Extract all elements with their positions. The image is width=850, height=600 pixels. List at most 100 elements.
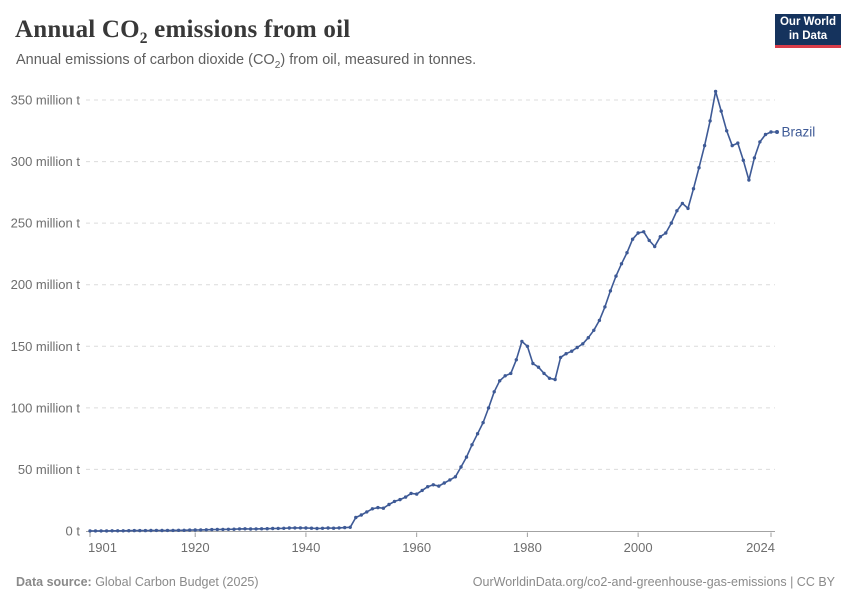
data-point [614,274,618,278]
data-point [199,528,203,532]
data-point [415,492,419,496]
data-point [702,143,707,148]
data-point [254,527,258,531]
data-point [171,528,175,533]
data-point [116,529,120,533]
data-point [603,305,607,309]
data-point [93,529,98,533]
data-point [592,328,596,332]
data-point [271,526,275,531]
data-point [741,158,745,162]
data-point [287,526,291,530]
data-point [725,129,729,133]
title-subscript: 2 [139,30,148,47]
data-point [403,495,408,499]
data-point [437,484,441,488]
data-point [348,525,352,529]
series-label-brazil: Brazil [782,125,816,140]
data-point [259,527,264,531]
data-point [193,528,197,532]
data-point [381,506,386,510]
brazil-line [90,90,772,532]
data-point [265,527,269,531]
owid-url-text[interactable]: OurWorldinData.org/co2-and-greenhouse-ga… [472,575,835,589]
y-tick-label: 0 t [66,524,81,539]
data-point [426,485,430,489]
data-point [331,526,336,530]
data-point [149,528,153,533]
data-point [188,528,192,532]
data-point [475,432,480,436]
data-point [503,374,507,378]
data-point [758,140,762,144]
data-point [730,143,734,148]
data-point [664,231,668,235]
data-point [354,515,358,520]
data-point [110,529,114,533]
data-point [736,141,740,145]
owid-logo[interactable]: Our World in Data [775,14,841,48]
data-point [564,352,568,356]
data-point [165,528,170,533]
data-point [514,358,518,362]
data-point [154,528,159,533]
data-point [276,526,280,531]
data-point [597,318,602,323]
data-point [470,443,474,447]
data-point [88,529,92,533]
data-point [315,526,319,531]
data-point [630,237,635,241]
data-point [204,528,208,532]
data-point [431,483,435,487]
data-point [282,526,286,530]
data-point [398,497,402,502]
data-point [686,206,690,211]
data-point [691,187,696,191]
data-point [547,376,552,380]
data-point [619,262,624,266]
data-point [763,132,768,137]
data-point [409,491,413,496]
data-point [326,526,330,530]
y-tick-label: 100 million t [11,400,81,415]
gridlines [86,99,775,532]
data-point [536,365,541,369]
data-point [121,529,125,533]
series-end-label[interactable]: Brazil [775,125,815,140]
data-point [747,178,751,182]
x-tick-label: 2000 [624,540,653,555]
data-point [138,528,142,533]
data-point [392,499,397,504]
data-point [453,475,458,479]
data-point [359,513,363,517]
data-point [127,529,131,533]
data-point [542,371,546,376]
data-point [143,528,148,533]
data-point [492,390,496,394]
data-point [370,507,375,511]
y-tick-label: 150 million t [11,339,81,354]
x-tick-label: 1920 [181,540,210,555]
data-point [160,528,164,533]
data-source-note: Data source: Global Carbon Budget (2025) [16,575,259,589]
data-point [525,344,530,348]
data-point [680,201,685,206]
y-tick-label: 200 million t [11,277,81,292]
data-point [248,527,253,531]
x-axis: 1901 1920 1940 1960 1980 2000 2024 [88,532,775,555]
y-tick-label: 250 million t [11,216,81,231]
series-brazil [88,89,776,533]
data-point [509,371,513,376]
data-point [586,336,590,340]
data-point [320,526,325,530]
data-point [215,527,219,532]
data-point [675,209,679,213]
data-point [553,377,557,382]
data-point [752,156,757,160]
data-point [448,478,452,482]
data-point [376,505,380,510]
data-point [608,289,613,293]
data-point [210,527,214,532]
y-axis-labels: 0 t 50 million t 100 million t 150 million … [11,93,81,539]
